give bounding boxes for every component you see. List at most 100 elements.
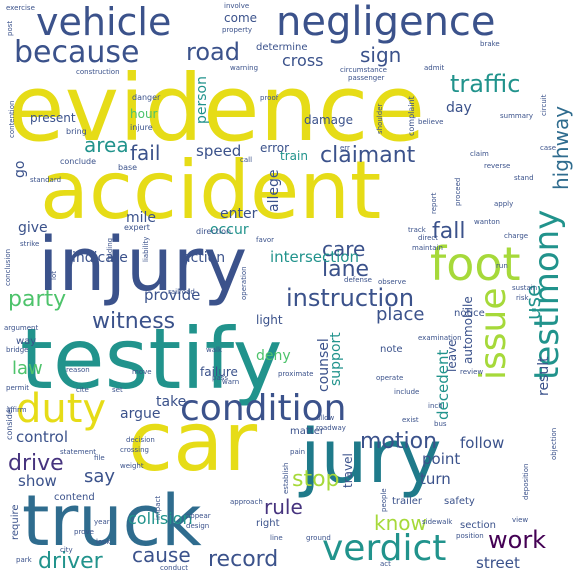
word: standard (30, 176, 61, 184)
word: sign (360, 43, 401, 67)
word: stop (292, 467, 340, 492)
word: automobile (461, 296, 475, 364)
word: observe (378, 278, 406, 286)
word: believe (418, 118, 443, 126)
word: statement (60, 448, 96, 456)
word: instruction (286, 284, 414, 312)
word: direction (196, 227, 231, 236)
word: party (8, 287, 66, 312)
word: say (84, 466, 115, 487)
word: control (16, 428, 68, 446)
word: use (521, 285, 545, 320)
word: proceed (454, 178, 462, 206)
word: proof (260, 94, 279, 102)
word: verdict (322, 528, 446, 569)
word: record (208, 547, 278, 572)
word: contention (8, 101, 16, 138)
word: collision (128, 509, 193, 528)
word: establish (282, 463, 290, 494)
word: error (260, 141, 289, 155)
word: track (408, 226, 427, 234)
word: defense (344, 276, 372, 284)
word: direct (418, 234, 438, 242)
word: conclusion (4, 249, 12, 286)
word: speed (196, 142, 241, 160)
word: right (256, 518, 280, 529)
word: admit (424, 64, 444, 72)
word: road (186, 38, 240, 66)
word: expert (124, 223, 150, 232)
word: travel (341, 453, 355, 488)
word: fall (432, 219, 465, 244)
word: involve (224, 2, 249, 10)
word: prove (74, 528, 94, 536)
word: train (280, 149, 308, 163)
word: area (84, 133, 129, 157)
word: warn (222, 378, 239, 386)
word: require (10, 504, 21, 540)
word: day (446, 100, 472, 116)
word: circuit (540, 94, 548, 116)
word: claim (470, 150, 489, 158)
word: safety (444, 496, 475, 507)
word: law (12, 358, 43, 379)
word: construction (76, 68, 120, 76)
word: people (380, 488, 388, 512)
word: park (16, 556, 33, 564)
word: fail (130, 141, 160, 165)
word: strike (20, 240, 39, 248)
word: risk (516, 294, 529, 302)
word: reverse (484, 162, 510, 170)
word: indicate (72, 250, 128, 266)
word: call (240, 156, 252, 164)
word: person (194, 76, 210, 124)
word: position (456, 532, 484, 540)
word: permit (6, 384, 29, 392)
word: cross (282, 51, 323, 70)
word: passenger (348, 74, 385, 82)
word: testimony (527, 210, 567, 380)
word: present (30, 111, 76, 125)
word: come (224, 11, 257, 25)
word: maintain (412, 244, 443, 252)
word: pain (290, 448, 305, 456)
word: evidence (8, 55, 425, 162)
word: include (394, 388, 419, 396)
word: err (340, 144, 350, 152)
word: testify (20, 310, 282, 408)
word: enter (220, 206, 258, 222)
word: damage (304, 113, 353, 127)
word: show (18, 472, 57, 490)
word: brake (480, 40, 500, 48)
word: failure (200, 365, 238, 379)
word: act (380, 560, 391, 568)
word: leave (445, 339, 459, 372)
word: car (128, 395, 257, 490)
word: matter (290, 426, 325, 437)
word: charge (504, 232, 528, 240)
word: action (182, 250, 225, 266)
word: occur (210, 222, 249, 238)
word: crossing (120, 446, 149, 454)
word: argue (120, 406, 160, 422)
word: impact (154, 496, 162, 520)
word: follow (460, 434, 504, 452)
word: conduct (160, 564, 188, 572)
word: report (430, 192, 438, 214)
word: stand (514, 174, 534, 182)
word: lane (322, 257, 369, 282)
word: line (270, 534, 283, 542)
word: pass (212, 374, 228, 382)
word: consider (5, 405, 14, 440)
word: inch (428, 402, 443, 410)
word: year (94, 518, 110, 526)
word: determine (256, 42, 308, 53)
word: point (422, 450, 460, 468)
word: liability (142, 237, 150, 262)
word: look (96, 538, 112, 546)
word: run (496, 262, 508, 270)
word: favor (256, 236, 274, 244)
word: care (322, 237, 365, 261)
word: allege (266, 170, 282, 212)
